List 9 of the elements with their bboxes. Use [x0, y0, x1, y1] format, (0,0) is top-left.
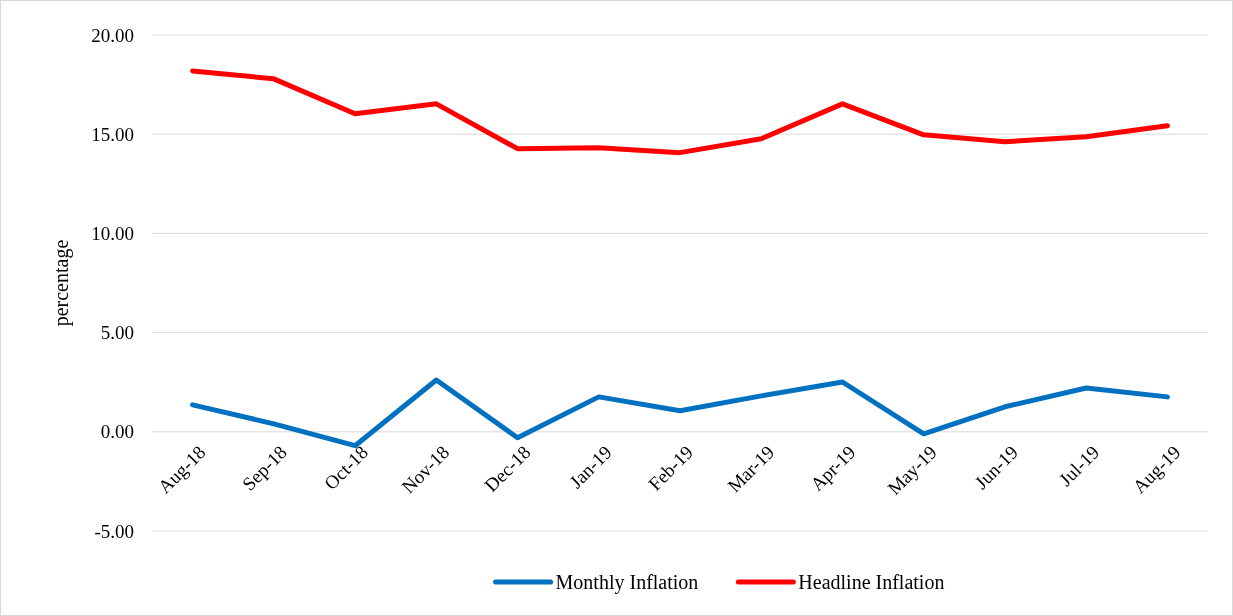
y-tick-label: 20.00: [91, 24, 134, 46]
y-tick-label: -5.00: [94, 520, 134, 542]
y-axis-title: percentage: [50, 239, 73, 327]
y-tick-label: 0.00: [100, 421, 134, 443]
y-tick-label: 5.00: [100, 322, 134, 344]
legend-label: Monthly Inflation: [555, 571, 699, 594]
y-tick-label: 15.00: [91, 123, 134, 145]
legend-label: Headline Inflation: [798, 571, 945, 593]
y-tick-label: 10.00: [91, 222, 134, 244]
